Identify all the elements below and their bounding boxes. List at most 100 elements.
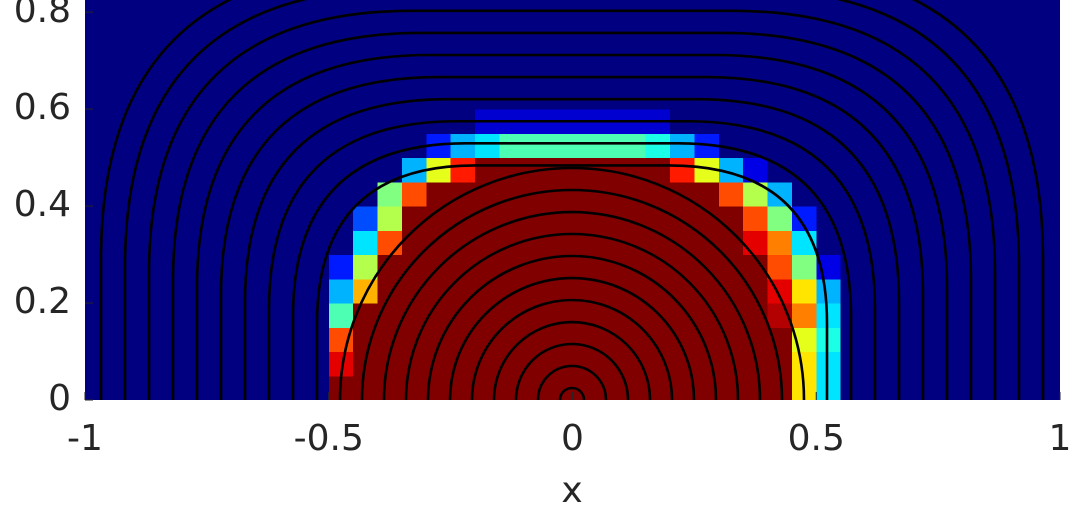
heatmap-cell xyxy=(133,0,159,13)
heatmap-cell xyxy=(206,36,232,62)
heatmap-cell xyxy=(450,60,476,86)
heatmap-cell xyxy=(182,181,208,207)
heatmap-cell xyxy=(840,84,866,110)
heatmap-cell xyxy=(109,230,135,256)
y-tick-label: 0 xyxy=(48,378,71,419)
heatmap-cell xyxy=(718,181,744,207)
heatmap-cell xyxy=(548,84,574,110)
heatmap-cell xyxy=(206,157,232,183)
heatmap-cell xyxy=(182,303,208,328)
heatmap-cell xyxy=(231,12,257,37)
heatmap-cell xyxy=(889,254,915,280)
heatmap-cell xyxy=(816,133,842,159)
heatmap-cell xyxy=(499,133,525,159)
heatmap-cell xyxy=(85,254,110,280)
heatmap-cell xyxy=(913,84,939,110)
heatmap-cell xyxy=(938,278,964,304)
heatmap-cell xyxy=(962,303,988,328)
heatmap-cell xyxy=(401,109,427,134)
heatmap-cell xyxy=(85,157,110,183)
heatmap-cell xyxy=(791,351,817,377)
heatmap-cell xyxy=(85,327,110,353)
streamline xyxy=(219,75,925,400)
heatmap-cell xyxy=(401,351,427,377)
heatmap-cell xyxy=(645,230,671,256)
heatmap-cell xyxy=(743,0,769,13)
heatmap-cell xyxy=(450,84,476,110)
heatmap-cell xyxy=(377,230,403,256)
heatmap-cell xyxy=(1035,133,1060,159)
heatmap-cell xyxy=(328,206,354,231)
heatmap-cell xyxy=(1011,375,1037,400)
heatmap-cell xyxy=(475,254,500,280)
heatmap-cell xyxy=(1035,157,1060,183)
heatmap-cell xyxy=(158,278,184,304)
heatmap-cell xyxy=(401,254,427,280)
heatmap-cell xyxy=(816,278,842,304)
heatmap-cell xyxy=(938,254,964,280)
heatmap-cell xyxy=(694,181,720,207)
streamline xyxy=(315,164,829,400)
heatmap-cell xyxy=(133,36,159,62)
heatmap-cell xyxy=(840,230,866,256)
heatmap-cell xyxy=(158,375,184,400)
heatmap-cell xyxy=(206,84,232,110)
heatmap-cell xyxy=(694,230,720,256)
heatmap-cell xyxy=(548,206,574,231)
heatmap-cell xyxy=(865,278,890,304)
heatmap-cell xyxy=(231,60,257,86)
heatmap-cell xyxy=(304,109,330,134)
heatmap-cell xyxy=(475,133,500,159)
heatmap-cell xyxy=(280,36,305,62)
heatmap-cell xyxy=(109,12,135,37)
heatmap-cell xyxy=(426,60,452,86)
x-tick-label: 0 xyxy=(561,418,584,459)
heatmap-cell xyxy=(475,157,500,183)
heatmap-cell xyxy=(986,254,1012,280)
heatmap-cell xyxy=(109,0,135,13)
heatmap-cell xyxy=(670,60,695,86)
heatmap-cell xyxy=(353,206,379,231)
heatmap-cell xyxy=(670,133,695,159)
heatmap-cell xyxy=(133,327,159,353)
heatmap-cell xyxy=(475,84,500,110)
heatmap-cell xyxy=(767,181,793,207)
heatmap-cell xyxy=(913,351,939,377)
heatmap-cell xyxy=(1035,278,1060,304)
heatmap-cell xyxy=(523,133,549,159)
heatmap-cell xyxy=(572,60,598,86)
heatmap-cell xyxy=(718,84,744,110)
heatmap-cell xyxy=(840,278,866,304)
heatmap-cell xyxy=(1035,303,1060,328)
heatmap-cell xyxy=(962,60,988,86)
heatmap-cell xyxy=(182,351,208,377)
heatmap-cell xyxy=(158,0,184,13)
heatmap-cell xyxy=(475,230,500,256)
heatmap-cell xyxy=(109,278,135,304)
heatmap-cell xyxy=(718,375,744,400)
heatmap-cell xyxy=(986,327,1012,353)
heatmap-cell xyxy=(499,84,525,110)
heatmap-cell xyxy=(962,230,988,256)
heatmap-cell xyxy=(596,230,622,256)
heatmap-cell xyxy=(1035,12,1060,37)
heatmap-cell xyxy=(694,84,720,110)
y-tick-label: 0.2 xyxy=(14,281,71,322)
streamline xyxy=(360,188,784,400)
heatmap-cell xyxy=(986,181,1012,207)
heatmap-cell xyxy=(816,36,842,62)
heatmap-cell xyxy=(377,206,403,231)
heatmap-cell xyxy=(962,351,988,377)
y-tick-label: 0.4 xyxy=(14,184,71,225)
heatmap-cell xyxy=(816,0,842,13)
axes: -1 -0.5 0 0.5 1 0 0.2 0.4 0.6 0.8 xyxy=(14,0,1072,459)
heatmap-cell xyxy=(621,36,647,62)
streamline xyxy=(147,9,997,400)
heatmap-cell xyxy=(670,36,695,62)
heatmap-cell xyxy=(645,206,671,231)
heatmap-cell xyxy=(158,254,184,280)
heatmap-cell xyxy=(791,0,817,13)
heatmap-cell xyxy=(596,351,622,377)
heatmap-cell xyxy=(889,303,915,328)
heatmap-cell xyxy=(377,0,403,13)
